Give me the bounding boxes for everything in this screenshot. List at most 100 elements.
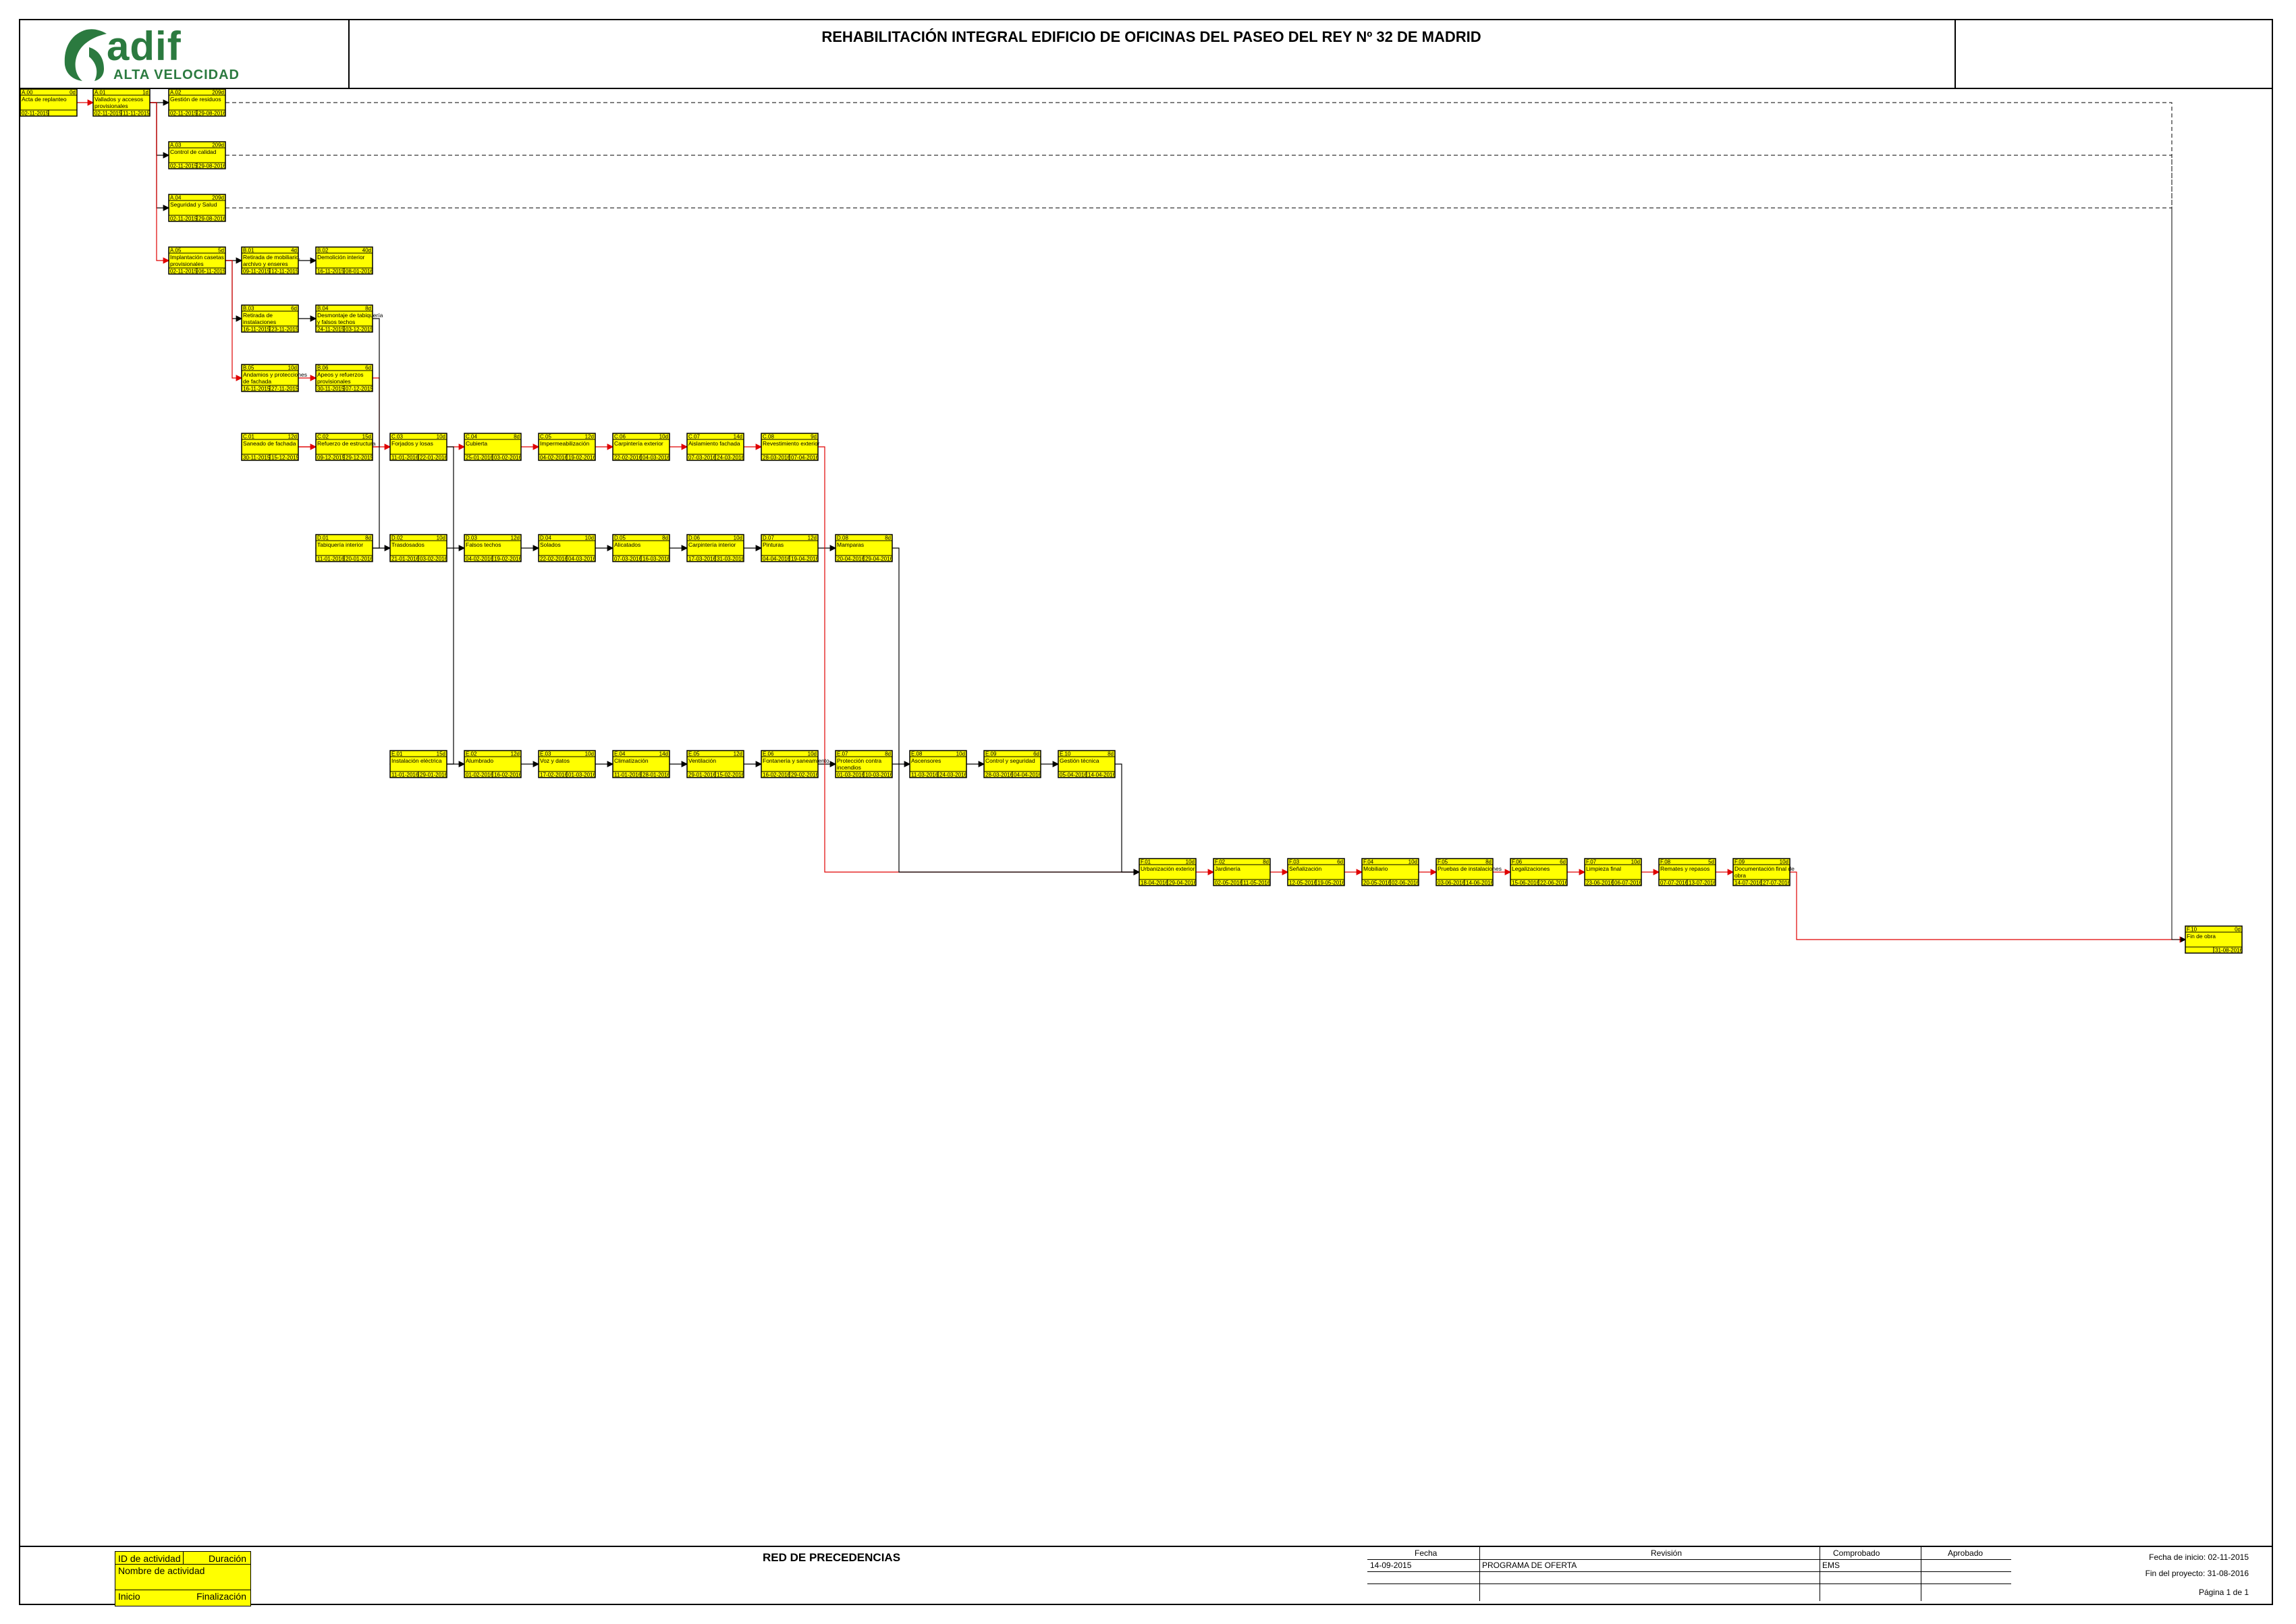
activity-node[interactable]: E.04 14d Climatización 11-01-2016 28-01-2016: [612, 750, 670, 778]
activity-node[interactable]: F.07 10d Limpieza final 23-06-2016 06-07-201…: [1584, 858, 1642, 886]
activity-end: 07-12-2015: [346, 386, 373, 392]
activity-node[interactable]: F.06 6d Legalizaciones 15-06-2016 22-06-2016: [1510, 858, 1568, 886]
activity-node[interactable]: C.04 8d Cubierta 25-01-2016 03-02-2016: [464, 433, 522, 461]
activity-end: 07-04-2016: [791, 455, 819, 461]
precedence-link: [1115, 763, 1141, 875]
activity-node[interactable]: F.03 6d Señalización 12-05-2016 19-05-2016: [1287, 858, 1345, 886]
activity-id: B.03: [243, 306, 254, 312]
activity-start: 28-03-2016: [985, 772, 1013, 778]
activity-id: B.01: [243, 248, 254, 254]
activity-end: 22-01-2016: [420, 455, 447, 461]
activity-node[interactable]: E.10 8d Gestión técnica 05-04-2016 14-04-201…: [1058, 750, 1116, 778]
activity-start: 02-05-2016: [1215, 880, 1242, 886]
legend-duration: Duración: [208, 1553, 246, 1564]
activity-name: Retirada de mobiliario, archivo y enseres: [243, 254, 300, 267]
activity-id: D.05: [614, 535, 626, 541]
activity-id: D.03: [466, 535, 477, 541]
activity-end: 27-11-2015: [271, 386, 299, 392]
activity-node[interactable]: D.08 8d Mamparas 20-04-2016 29-04-2016: [835, 534, 893, 562]
activity-name: Saneado de fachada: [243, 440, 296, 447]
activity-name: Control y seguridad: [985, 757, 1035, 764]
activity-end: 29-08-2016: [198, 163, 226, 169]
activity-node[interactable]: F.04 10d Mobiliario 20-05-2016 02-06-2016: [1361, 858, 1419, 886]
activity-name: Legalizaciones: [1512, 865, 1550, 872]
activity-name: Fin de obra: [2187, 933, 2216, 940]
activity-start: 16-02-2016: [763, 772, 790, 778]
activity-duration: 10d: [437, 434, 445, 440]
activity-node[interactable]: E.03 10d Voz y datos 17-02-2016 01-03-2016: [538, 750, 596, 778]
activity-end: 14-06-2016: [1466, 880, 1494, 886]
activity-start: 12-05-2016: [1289, 880, 1317, 886]
activity-end: 03-02-2016: [494, 455, 522, 461]
activity-node[interactable]: D.03 12d Falsos techos 04-02-2016 19-02-2016: [464, 534, 522, 562]
activity-id: E.08: [911, 751, 923, 757]
activity-start: 04-04-2016: [763, 556, 790, 562]
activity-node[interactable]: E.02 12d Alumbrado 01-02-2016 16-02-2016: [464, 750, 522, 778]
activity-duration: 12d: [734, 751, 742, 757]
activity-node[interactable]: E.05 12d Ventilación 29-01-2016 15-02-2016: [686, 750, 744, 778]
activity-node[interactable]: C.03 10d Forjados y losas 11-01-2016 22-01-2…: [389, 433, 447, 461]
activity-node[interactable]: F.10 0d Fin de obra 31-08-2016: [2185, 925, 2243, 954]
activity-start: 01-03-2016: [837, 772, 865, 778]
activity-name: Protección contra incendios: [837, 757, 881, 771]
activity-node[interactable]: B.03 6d Retirada de instalaciones 16-11-2015…: [241, 304, 299, 333]
page-number: Página 1 de 1: [2198, 1588, 2249, 1597]
legend-start: Inicio: [118, 1591, 140, 1602]
activity-name: Andamios y protecciones de fachada: [243, 371, 307, 385]
activity-node[interactable]: D.05 8d Alicatados 07-03-2016 16-03-2016: [612, 534, 670, 562]
activity-id: F.08: [1660, 859, 1671, 865]
activity-name: Trasdosados: [391, 541, 425, 548]
activity-end: 31-08-2016: [2215, 948, 2243, 954]
activity-start: 07-07-2016: [1660, 880, 1688, 886]
activity-id: C.07: [688, 434, 700, 440]
activity-end: 19-05-2016: [1317, 880, 1345, 886]
activity-box: [315, 534, 373, 562]
activity-end: 19-02-2016: [568, 455, 596, 461]
activity-start: 16-11-2015: [243, 327, 271, 333]
activity-start: 20-04-2016: [837, 556, 865, 562]
activity-duration: 12d: [288, 434, 297, 440]
activity-duration: 209d: [212, 195, 224, 201]
activity-node[interactable]: E.07 8d Protección contra incendios01-03-20…: [835, 750, 893, 778]
activity-node[interactable]: F.02 8d Jardinería 02-05-2016 11-05-2016: [1213, 858, 1271, 886]
activity-end: 04-04-2016: [1014, 772, 1041, 778]
activity-name: Demolición interior: [317, 254, 365, 261]
activity-end: 06-11-2015: [198, 269, 226, 275]
activity-id: E.04: [614, 751, 626, 757]
activity-name: Ascensores: [911, 757, 941, 764]
activity-start: 04-02-2016: [466, 556, 493, 562]
activity-end: 29-02-2016: [791, 772, 819, 778]
activity-duration: 6d: [1033, 751, 1039, 757]
header-right-cell: [1956, 19, 2273, 88]
activity-node[interactable]: D.04 10d Solados 22-02-2016 04-03-2016: [538, 534, 596, 562]
activity-node[interactable]: E.08 10d Ascensores 11-03-2016 24-03-2016: [909, 750, 967, 778]
activity-node[interactable]: D.02 10d Trasdosados 21-01-2016 03-02-2016: [389, 534, 447, 562]
activity-node[interactable]: D.07 12d Pinturas 04-04-2016 19-04-2016: [761, 534, 819, 562]
